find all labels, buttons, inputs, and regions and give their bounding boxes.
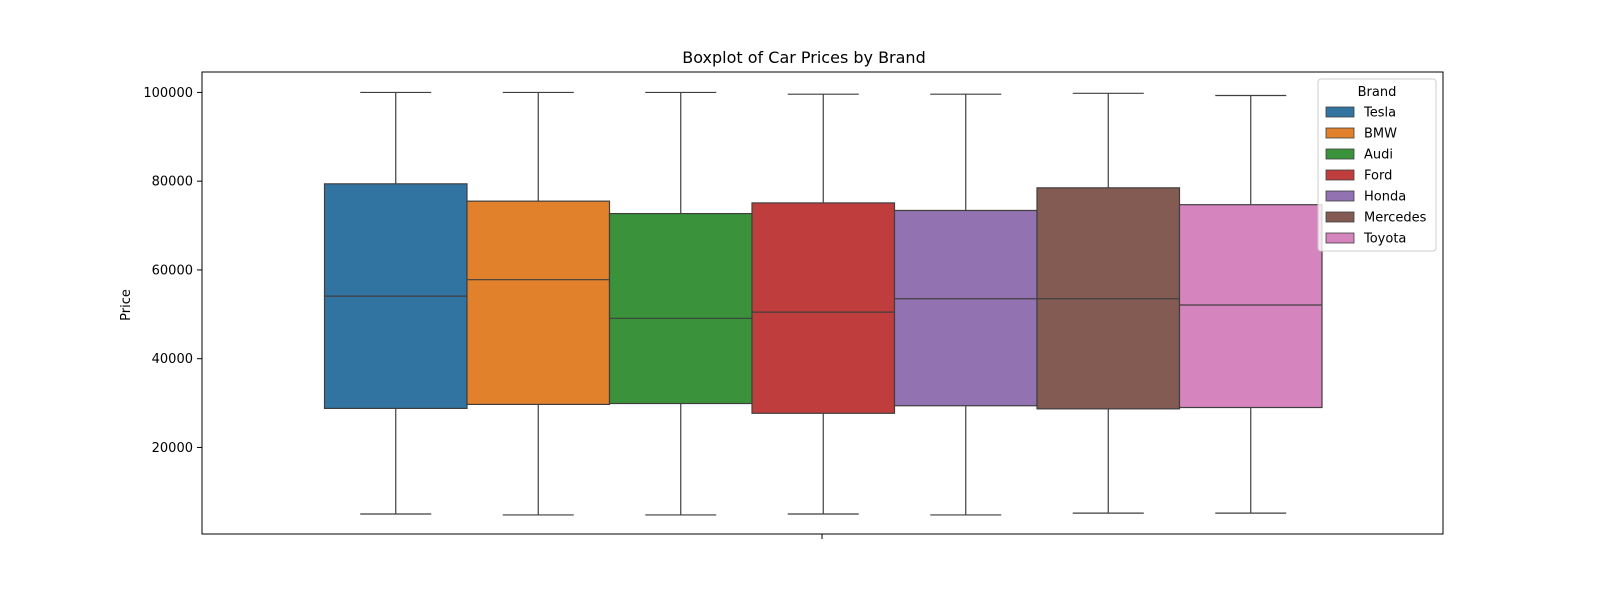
legend-swatch xyxy=(1325,169,1355,181)
iqr-box xyxy=(466,200,611,406)
iqr-box xyxy=(1178,204,1323,409)
legend-swatch xyxy=(1325,127,1355,139)
legend-item-honda: Honda xyxy=(1325,190,1406,205)
legend-label: Tesla xyxy=(1363,106,1396,121)
y-tick-label: 40000 xyxy=(152,352,193,367)
box-honda xyxy=(893,93,1038,516)
box-audi xyxy=(608,91,753,516)
legend-swatch xyxy=(1325,232,1355,244)
y-tick-label: 60000 xyxy=(152,263,193,278)
chart-title: Boxplot of Car Prices by Brand xyxy=(682,48,925,67)
legend-title: Brand xyxy=(1358,85,1397,100)
box-tesla xyxy=(323,91,468,515)
legend-label: BMW xyxy=(1364,127,1397,142)
iqr-box xyxy=(608,212,753,405)
iqr-box xyxy=(751,202,896,414)
legend-item-audi: Audi xyxy=(1325,148,1393,163)
box-bmw xyxy=(466,91,611,516)
legend-label: Toyota xyxy=(1363,232,1406,247)
legend-item-toyota: Toyota xyxy=(1325,232,1406,247)
legend-item-tesla: Tesla xyxy=(1325,106,1396,121)
y-axis-label: Price xyxy=(119,289,134,321)
legend-frame xyxy=(1317,78,1437,252)
box-ford xyxy=(751,93,896,515)
legend-item-mercedes: Mercedes xyxy=(1325,211,1427,226)
y-tick-label: 80000 xyxy=(152,175,193,190)
legend-label: Mercedes xyxy=(1364,211,1427,226)
legend: Brand Tesla BMW Audi Ford Honda Mercedes Toyot… xyxy=(1317,78,1437,252)
legend-label: Audi xyxy=(1364,148,1393,163)
legend-swatch xyxy=(1325,211,1355,223)
legend-item-bmw: BMW xyxy=(1325,127,1397,142)
box-toyota xyxy=(1178,94,1323,514)
y-axis-ticks: 20000 40000 60000 80000 100000 xyxy=(143,86,202,456)
legend-item-ford: Ford xyxy=(1325,169,1392,184)
legend-swatch xyxy=(1325,190,1355,202)
legend-swatch xyxy=(1325,148,1355,160)
legend-label: Ford xyxy=(1364,169,1392,184)
legend-items: Tesla BMW Audi Ford Honda Mercedes Toyota xyxy=(1325,106,1427,247)
box-mercedes xyxy=(1036,92,1181,514)
y-tick-label: 20000 xyxy=(152,441,193,456)
iqr-box xyxy=(893,209,1038,407)
y-tick-label: 100000 xyxy=(143,86,193,101)
legend-swatch xyxy=(1325,106,1355,118)
legend-label: Honda xyxy=(1364,190,1406,205)
boxes xyxy=(323,91,1323,516)
